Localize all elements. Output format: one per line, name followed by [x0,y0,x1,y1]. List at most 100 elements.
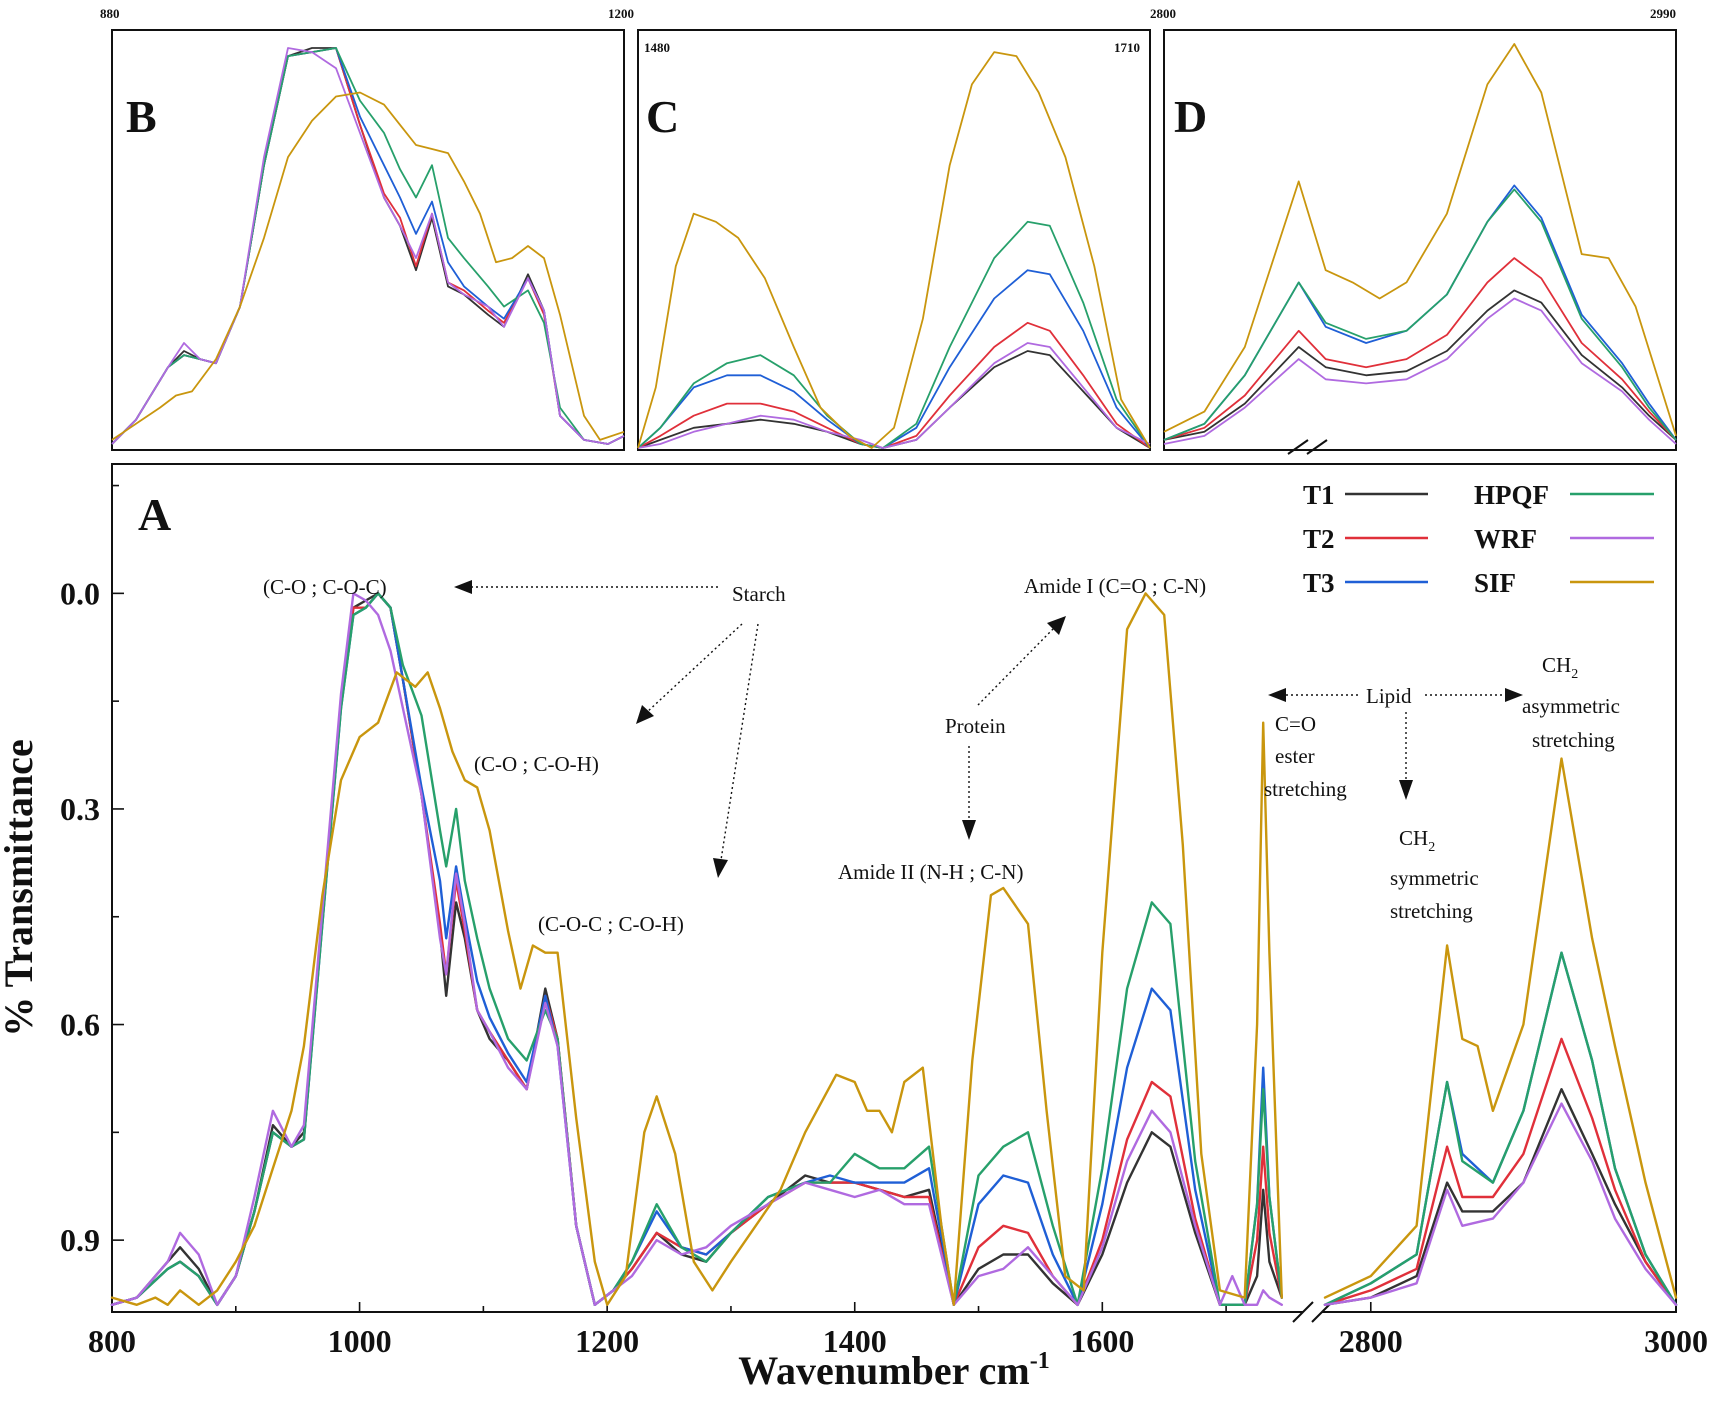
axis-break-mark-left [1292,1301,1314,1323]
legend-label-t3: T3 [1303,568,1335,598]
starch-annotations: Starch (C-O ; C-O-C) (C-O ; C-O-H) (C-O-… [263,575,786,936]
panel-d-series-t2 [1163,257,1677,441]
x-tick-label-1600: 1600 [1070,1323,1134,1359]
panel-a-series [110,592,1678,1306]
panel-b-series-wrf [111,47,625,445]
arrow-head-coc-coh [713,858,728,878]
annotation-ch2-asym-line3: stretching [1532,728,1615,752]
annotation-ch2-asym-ch: CH [1542,653,1571,677]
panel-a: A 800 1000 1200 1400 1600 2800 3000 0.0 0.3 0.6 0.… [0,439,1708,1393]
annotation-ch2-sym-subscript: 2 [1428,840,1435,855]
annotation-ester-line1: C=O [1275,712,1316,736]
series-wrf-segment-2 [1323,1102,1678,1306]
series-t3-segment-2 [1323,951,1678,1306]
panel-c-series-t3 [637,269,1151,449]
x-tick-label-1400: 1400 [823,1323,887,1359]
annotation-amide-i: Amide I (C=O ; C-N) [1024,574,1206,598]
panel-d-series-hpqf [1163,188,1677,441]
panel-b-series-hpqf [111,47,625,445]
panel-c-range-start: 1480 [644,40,670,55]
y-tick-label-0-0: 0.0 [60,575,100,611]
series-hpqf-segment-2 [1323,951,1678,1306]
panel-b-series-t2 [111,47,625,445]
y-axis-title: % Transmittance [0,739,41,1036]
panel-c: 1480 1710 C [637,29,1151,451]
x-tick-label-1200: 1200 [575,1323,639,1359]
arrow-head-ch2-sym [1399,780,1413,800]
panel-d-series-wrf [1163,297,1677,445]
panel-c-label: C [646,91,679,142]
x-axis-title-superscript: -1 [1030,1348,1050,1374]
x-tick-label-1000: 1000 [328,1323,392,1359]
arrow-head-ch2-asym [1505,688,1523,702]
annotation-co-coh: (C-O ; C-O-H) [474,752,599,776]
panel-c-series [637,51,1151,449]
arrow-head-ester [1268,688,1286,702]
legend-label-wrf: WRF [1474,524,1537,554]
series-sif-segment-2 [1323,757,1678,1299]
annotation-ch2-sym-line3: stretching [1390,899,1473,923]
panel-b: 880 1200 B [100,6,634,451]
panel-d-series [1163,43,1677,445]
panel-a-frame [111,463,1677,1313]
panel-a-ticks: 800 1000 1200 1400 1600 2800 3000 0.0 0.3 0.6 0.9 [60,484,1708,1359]
series-hpqf-segment-1 [110,592,1283,1306]
panel-c-range-end: 1710 [1114,40,1140,55]
lipid-annotations: Lipid C=O ester stretching CH2 symmetric… [1264,653,1620,923]
series-t1-segment-1 [110,592,1283,1306]
panel-c-series-t2 [637,321,1151,449]
panel-c-series-t1 [637,350,1151,449]
panel-d-series-t3 [1163,184,1677,441]
panel-d: 2800 2990 D [1150,6,1677,451]
panel-b-series [111,47,625,445]
arrow-head-amide-ii [962,820,976,840]
panel-b-range-start: 880 [100,6,120,21]
panel-b-series-t1 [111,47,625,445]
arrow-starch-to-co-coh [645,623,743,714]
series-sif-segment-1 [110,592,1283,1306]
annotation-amide-ii: Amide II (N-H ; C-N) [838,860,1023,884]
arrow-starch-to-coc-coh [720,623,759,861]
panel-b-series-sif [111,91,625,441]
panel-d-series-sif [1163,43,1677,437]
legend-label-sif: SIF [1474,568,1516,598]
panel-c-series-wrf [637,342,1151,449]
panel-d-range-start: 2800 [1150,6,1176,21]
arrow-head-co-coh [636,705,654,724]
annotation-protein: Protein [945,714,1006,738]
annotation-starch: Starch [732,582,786,606]
annotation-ch2-asym-subscript: 2 [1571,667,1578,682]
x-axis-title-text: Wavenumber cm [738,1348,1029,1393]
panel-d-frame [1163,29,1677,451]
annotation-ch2-sym-ch: CH [1399,826,1428,850]
panel-b-series-t3 [111,47,625,445]
y-tick-label-0-3: 0.3 [60,791,100,827]
legend-label-t2: T2 [1303,524,1335,554]
series-t3-segment-1 [110,592,1283,1306]
legend-label-t1: T1 [1303,480,1335,510]
panel-c-frame [637,29,1151,451]
annotation-ester-line3: stretching [1264,777,1347,801]
annotation-ester-line2: ester [1275,744,1315,768]
legend-label-hpqf: HPQF [1474,480,1549,510]
panel-b-range-end: 1200 [608,6,634,21]
y-tick-label-0-6: 0.6 [60,1007,100,1043]
panel-c-series-hpqf [637,220,1151,449]
y-tick-label-0-9: 0.9 [60,1222,100,1258]
x-axis-title: Wavenumber cm-1 [738,1348,1049,1393]
panel-d-label: D [1174,91,1207,142]
arrow-head-amide-i [1047,616,1066,635]
annotation-co-coc: (C-O ; C-O-C) [263,575,387,599]
arrow-protein-to-amide-i [977,627,1055,706]
series-t2-segment-1 [110,592,1283,1306]
panel-d-range-end: 2990 [1650,6,1676,21]
panel-b-frame [111,29,625,451]
annotation-ch2-asym-line2: asymmetric [1522,694,1620,718]
panel-a-label: A [138,489,171,540]
x-tick-label-2800: 2800 [1339,1323,1403,1359]
axis-break-mark-top-right [1306,439,1328,455]
series-wrf-segment-1 [110,592,1283,1306]
axis-break-mark-top-left [1287,439,1309,455]
series-t2-segment-2 [1323,1037,1678,1306]
